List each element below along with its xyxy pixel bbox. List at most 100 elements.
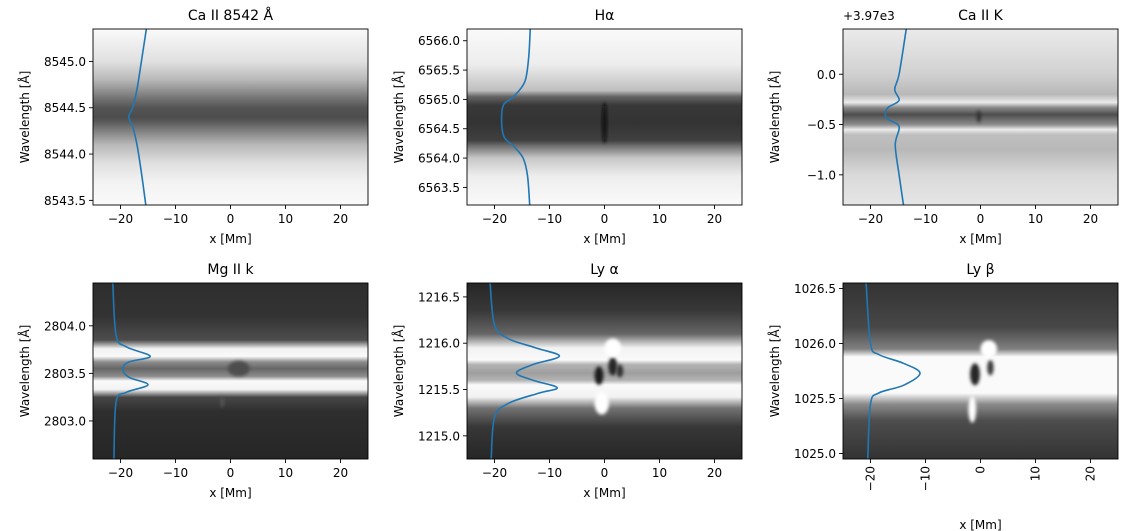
y-tick-label: 2803.5	[44, 367, 86, 381]
x-tick-label: −10	[919, 466, 933, 491]
y-axis-label: Wavelength [Å]	[767, 71, 782, 164]
x-tick-label: 20	[333, 466, 348, 480]
chart-title: Hα	[595, 8, 615, 24]
panel-5: −20 −10 0 10 20 1215.0 1215.5 1216.0 1216.5 Ly α x…	[391, 262, 743, 500]
y-tick-label: −0.5	[807, 118, 836, 132]
x-axis-label: x [Mm]	[583, 486, 625, 500]
y-tick-label: 1025.0	[794, 447, 836, 461]
y-axis-label: Wavelength [Å]	[767, 325, 782, 418]
y-tick-label: 6565.0	[418, 93, 460, 107]
y-tick-label: 6564.5	[418, 122, 460, 136]
x-tick-label: 0	[601, 212, 609, 226]
x-tick-label: −10	[163, 212, 188, 226]
line-profile	[865, 283, 921, 459]
panel-3: −20 −10 0 10 20 −1.0 −0.5 0.0 Ca II K +3.97e3 x [M…	[767, 8, 1119, 246]
spectral-feature	[970, 363, 980, 386]
line-profile	[127, 29, 148, 205]
y-tick-label: 1026.5	[794, 282, 836, 296]
x-tick-label: 0	[227, 212, 235, 226]
x-tick-label: 10	[1028, 212, 1043, 226]
x-tick-label: 20	[1084, 466, 1098, 481]
x-tick-label: 20	[707, 466, 722, 480]
line-profile	[112, 283, 152, 459]
spectral-feature	[976, 110, 982, 123]
x-tick-label: 0	[227, 466, 235, 480]
x-tick-label: −20	[482, 212, 507, 226]
spectral-feature	[608, 357, 618, 376]
x-tick-label: −20	[858, 212, 883, 226]
y-tick-label: 6563.5	[418, 181, 460, 195]
chart-title: Ly β	[966, 262, 994, 278]
y-tick-label: 1026.0	[794, 337, 836, 351]
x-tick-label: 0	[977, 212, 985, 226]
chart-title: Ca II 8542 Å	[188, 7, 274, 24]
y-axis-label: Wavelength [Å]	[17, 71, 32, 164]
x-tick-label: 10	[278, 212, 293, 226]
spectrum-image	[467, 283, 742, 459]
chart-title: Ca II K	[958, 8, 1004, 24]
x-tick-label: −20	[108, 212, 133, 226]
spectral-feature	[968, 396, 977, 423]
panel-1: −20 −10 0 10 20 8543.5 8544.0 8544.5 8545.0 Ca II…	[17, 7, 369, 246]
x-tick-label: −10	[163, 466, 188, 480]
x-tick-label: 0	[601, 466, 609, 480]
panel-4: −20 −10 0 10 20 2803.0 2803.5 2804.0 Mg II k x [M…	[17, 262, 369, 500]
x-tick-label: 20	[333, 212, 348, 226]
y-axis-label: Wavelength [Å]	[391, 325, 406, 418]
x-tick-label: 20	[707, 212, 722, 226]
spectral-feature	[604, 338, 621, 358]
y-tick-label: 1215.0	[418, 429, 460, 443]
y-tick-label: 1216.0	[418, 337, 460, 351]
spectral-feature	[616, 364, 624, 378]
y-axis-label: Wavelength [Å]	[391, 71, 406, 164]
x-tick-label: −20	[108, 466, 133, 480]
y-tick-label: 1216.5	[418, 290, 460, 304]
panel-2: −20 −10 0 10 20 6563.5 6564.0 6564.5 6565.0 6565.…	[391, 8, 743, 246]
y-tick-label: 2803.0	[44, 414, 86, 428]
chart-title: Ly α	[590, 262, 618, 278]
x-axis-label: x [Mm]	[959, 232, 1001, 246]
spectral-feature	[227, 361, 250, 377]
x-axis-label: x [Mm]	[209, 486, 251, 500]
y-tick-label: 2804.0	[44, 319, 86, 333]
x-tick-label: 10	[652, 466, 667, 480]
y-tick-label: 8544.0	[44, 148, 86, 162]
spectral-feature	[594, 392, 609, 415]
x-tick-label: 10	[1029, 466, 1043, 481]
spectral-feature	[594, 366, 604, 385]
x-tick-label: 10	[652, 212, 667, 226]
x-tick-label: −20	[482, 466, 507, 480]
spectral-feature	[220, 396, 224, 408]
x-tick-label: −10	[913, 212, 938, 226]
line-profile	[500, 29, 532, 205]
axis-offset-label: +3.97e3	[843, 9, 895, 23]
spectral-feature	[602, 102, 607, 144]
x-tick-label: −10	[537, 466, 562, 480]
spectrum-image	[843, 283, 1118, 459]
x-tick-label: 20	[1083, 212, 1098, 226]
line-profile	[489, 283, 561, 459]
y-tick-label: 8543.5	[44, 194, 86, 208]
spectral-feature	[980, 340, 997, 358]
panel-6: −20 −10 0 10 20 1025.0 1025.5 1026.0 1026.5 Ly β x…	[767, 262, 1119, 531]
y-tick-label: 1025.5	[794, 392, 836, 406]
line-profile	[884, 29, 908, 205]
x-tick-label: 10	[278, 466, 293, 480]
x-axis-label: x [Mm]	[209, 232, 251, 246]
y-tick-label: 8545.0	[44, 55, 86, 69]
y-tick-label: 6564.0	[418, 152, 460, 166]
y-tick-label: 6566.0	[418, 34, 460, 48]
x-axis-label: x [Mm]	[583, 232, 625, 246]
x-axis-label: x [Mm]	[959, 518, 1001, 531]
x-tick-label: 0	[974, 466, 988, 474]
x-tick-label: −10	[537, 212, 562, 226]
y-tick-label: 1215.5	[418, 383, 460, 397]
y-tick-label: −1.0	[807, 168, 836, 182]
y-tick-label: 8544.5	[44, 101, 86, 115]
y-tick-label: 6565.5	[418, 64, 460, 78]
spectrum-image	[93, 29, 368, 205]
chart-title: Mg II k	[207, 262, 254, 278]
spectral-feature	[987, 360, 994, 376]
y-tick-label: 0.0	[817, 68, 836, 82]
